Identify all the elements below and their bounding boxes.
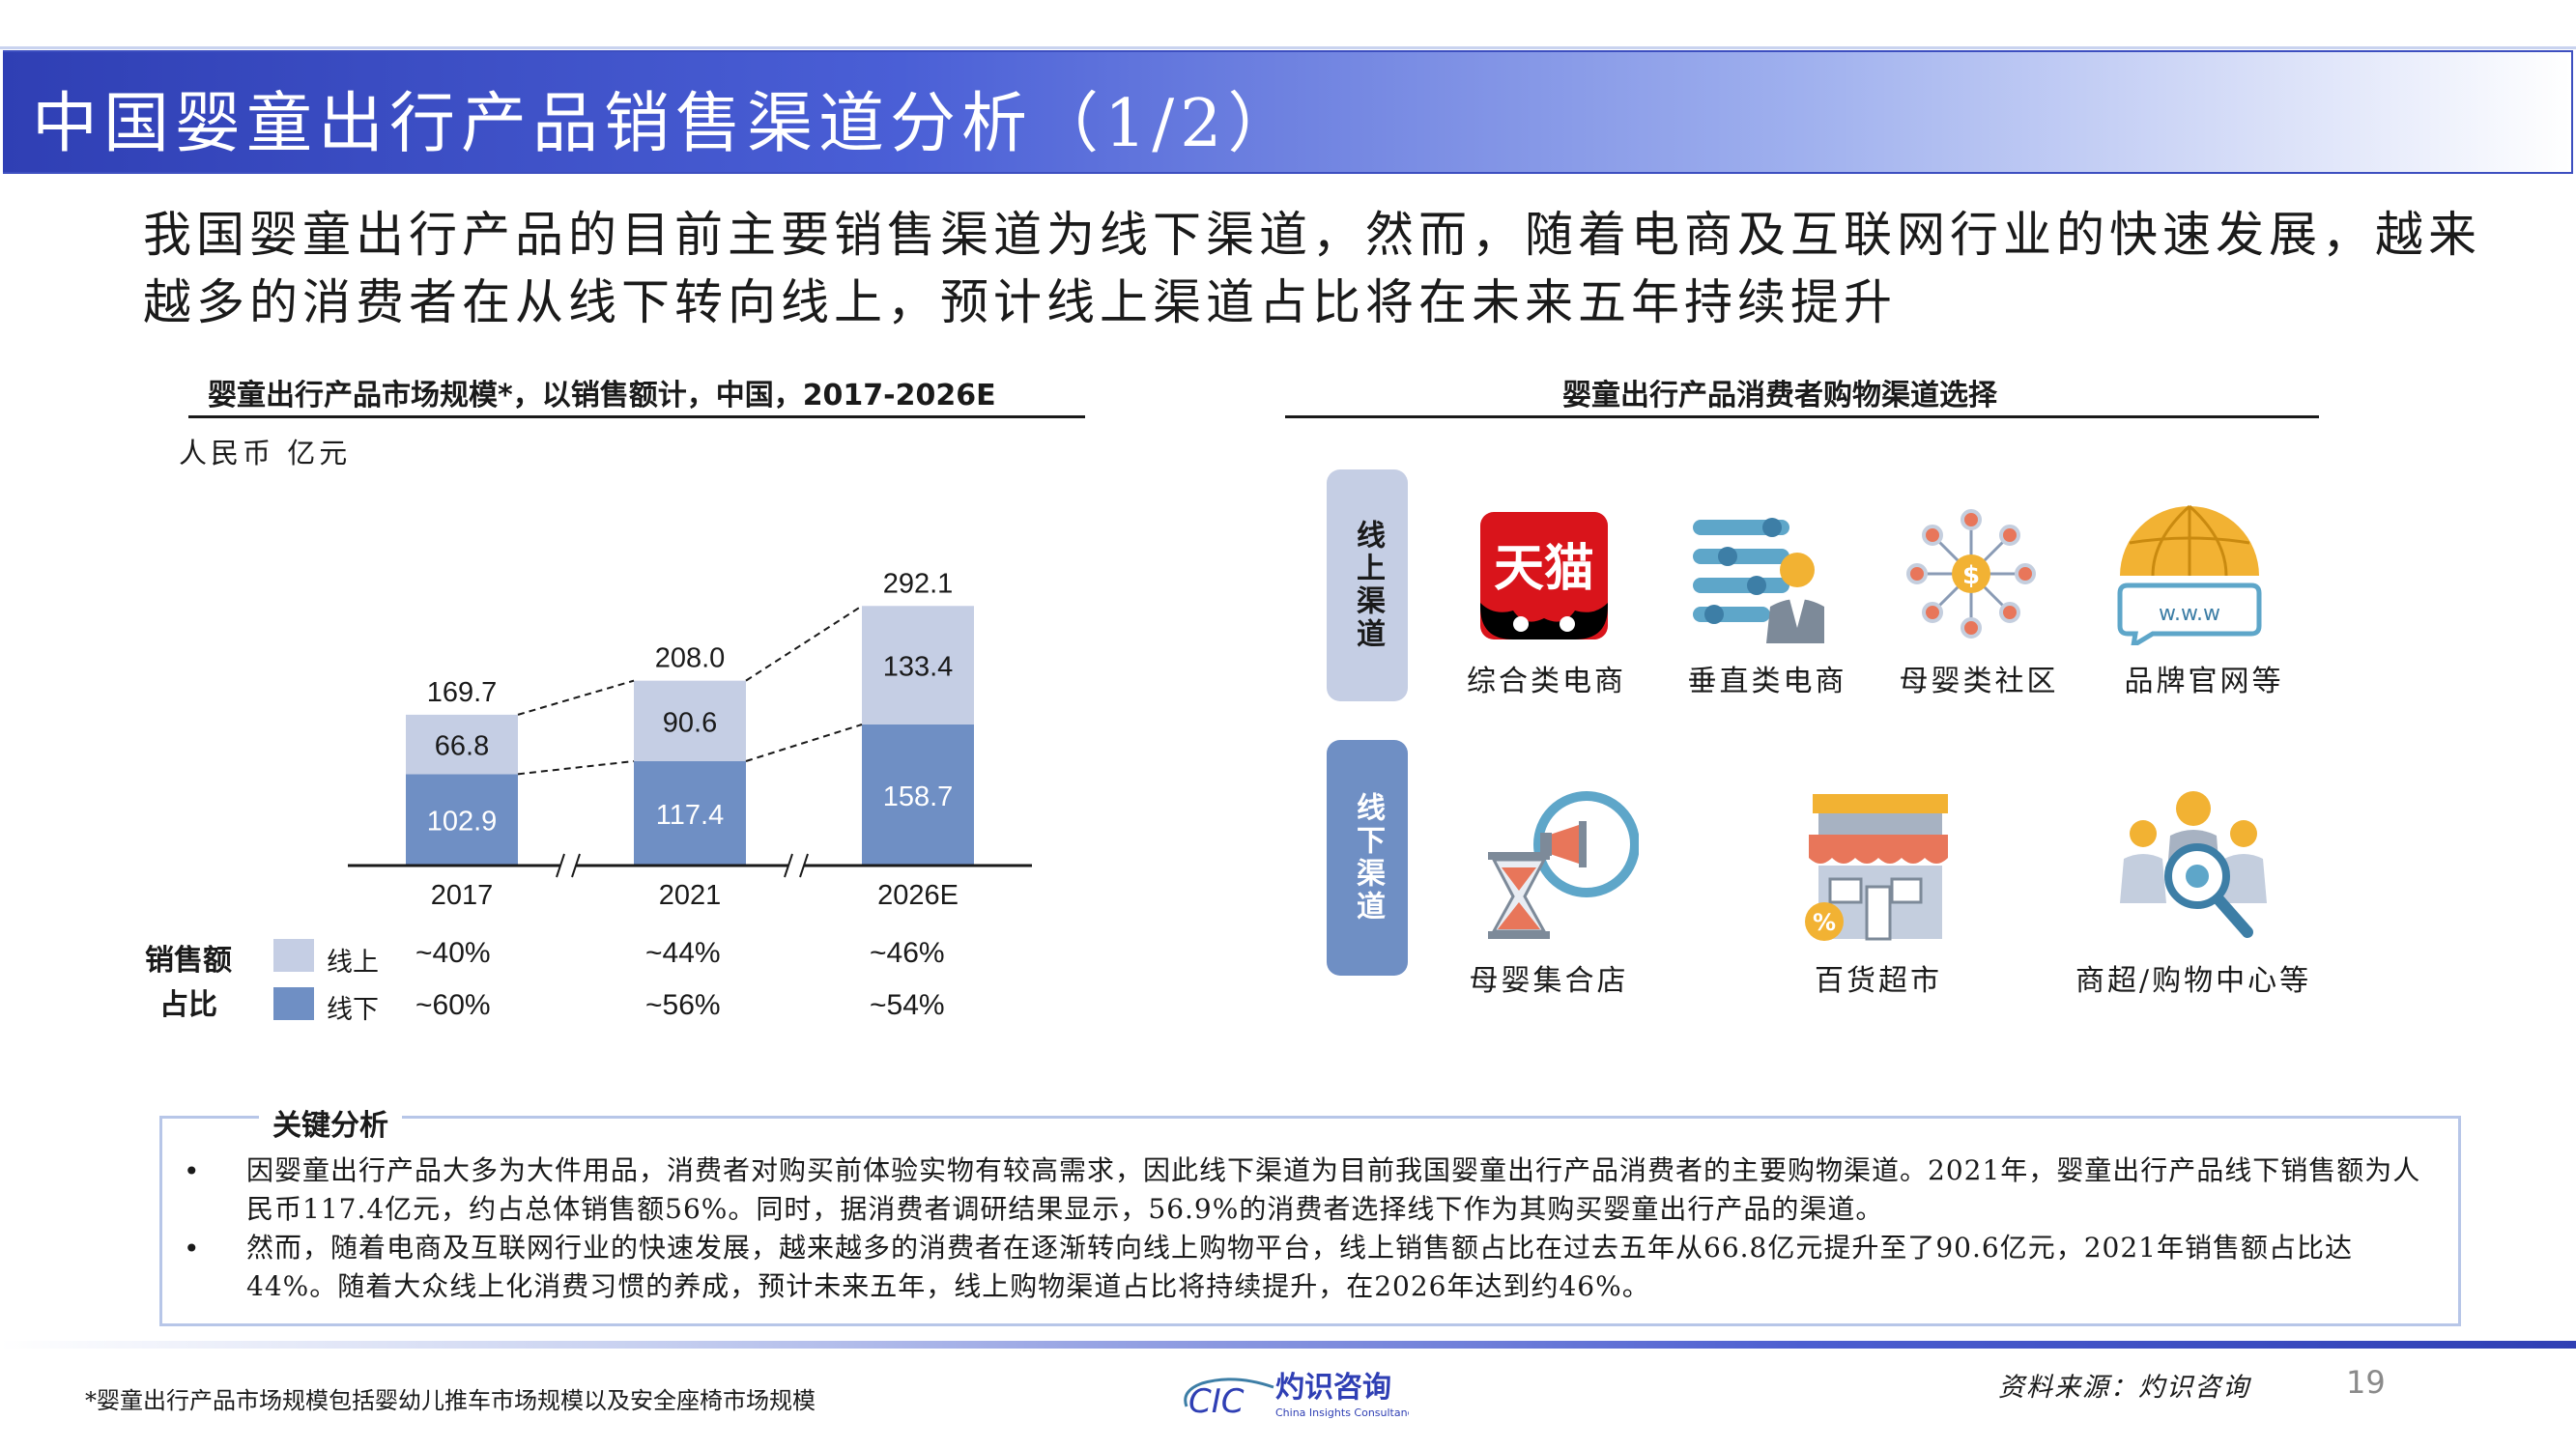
connector-split-0: [517, 759, 635, 776]
legend-offline-label: 线下: [327, 995, 379, 1025]
label-total-2026E: 292.1: [883, 568, 954, 599]
bar-online-2026E: [862, 606, 974, 724]
bar-offline-2021: [634, 760, 746, 866]
x-tick-2021: 2021: [659, 880, 722, 911]
chart-unit: 人民币 亿元: [179, 437, 352, 469]
top-divider: [0, 46, 2576, 49]
x-tick-2026E: 2026E: [877, 880, 959, 911]
label-offline-2017: 102.9: [427, 807, 498, 838]
axis-break-b-0: [571, 853, 581, 878]
share-label-line2: 占比: [159, 988, 217, 1022]
label-online-2017: 66.8: [435, 731, 489, 762]
offline-item-label-2: 百货超市: [1815, 964, 1942, 998]
page-title: 中国婴童出行产品销售渠道分析（1/2）: [32, 86, 1300, 162]
bar-online-2021: [634, 680, 746, 761]
logo-name: 灼识咨询: [1275, 1371, 1391, 1405]
title-bar: 中国婴童出行产品销售渠道分析（1/2）: [3, 50, 2573, 174]
shopping-people-icon: [2116, 787, 2271, 946]
offline-item-label-3: 商超/购物中心等: [2075, 964, 2312, 998]
page-number: 19: [2346, 1364, 2386, 1401]
community-network-icon: $: [1903, 506, 2039, 645]
x-tick-2017: 2017: [431, 880, 494, 911]
share-online-2026e: ~46%: [870, 937, 945, 969]
svg-text:$: $: [1962, 561, 1980, 590]
share-offline-2026e: ~54%: [870, 989, 945, 1021]
bullet-marker-2: •: [184, 1233, 200, 1264]
chart-title: 婴童出行产品市场规模*，以销售额计，中国，2017-2026E: [208, 379, 996, 412]
axis-break-gap-0: [560, 854, 576, 877]
online-item-label-2: 垂直类电商: [1687, 665, 1847, 698]
store-icon: %: [1803, 790, 1954, 949]
cic-logo: CIC 灼识咨询 China Insights Consultancy: [1177, 1368, 1420, 1426]
connector-total-0: [517, 679, 635, 716]
share-offline-2021: ~56%: [645, 989, 721, 1021]
bar-online-2017: [406, 714, 518, 775]
source-note: 资料来源：灼识咨询: [1998, 1373, 2250, 1403]
lead-paragraph: 我国婴童出行产品的目前主要销售渠道为线下渠道，然而，随着电商及互联网行业的快速发…: [143, 207, 2481, 330]
footnote: *婴童出行产品市场规模包括婴幼儿推车市场规模以及安全座椅市场规模: [85, 1387, 816, 1414]
axis-break-a-0: [556, 853, 565, 878]
key-analysis-title: 关键分析: [259, 1101, 402, 1144]
axis-break-gap-1: [788, 854, 804, 877]
tmall-logo-text: 天猫: [1494, 540, 1594, 598]
key-analysis-bullet-2: 然而，随着电商及互联网行业的快速发展，越来越多的消费者在逐渐转向线上购物平台，线…: [246, 1232, 2353, 1302]
key-analysis-bullet-1: 因婴童出行产品大多为大件用品，消费者对购买前体验实物有较高需求，因此线下渠道为目…: [246, 1154, 2421, 1225]
key-analysis-box: [159, 1116, 2461, 1326]
www-text: w.w.w: [2159, 602, 2220, 626]
tmall-logo-icon: 天猫: [1478, 510, 1610, 645]
share-offline-2017: ~60%: [415, 989, 491, 1021]
footer-bar: [0, 1341, 2576, 1349]
online-channel-pill: 线上渠道: [1327, 469, 1408, 701]
connector-total-1: [745, 605, 863, 682]
share-online-2017: ~40%: [415, 937, 491, 969]
chart-title-rule: [188, 415, 1085, 418]
label-online-2026E: 133.4: [883, 652, 954, 683]
label-total-2021: 208.0: [655, 643, 726, 674]
online-item-label-4: 品牌官网等: [2124, 665, 2284, 698]
bullet-marker-1: •: [184, 1155, 200, 1187]
website-globe-icon: w.w.w: [2114, 500, 2265, 650]
online-item-label-3: 母婴类社区: [1899, 665, 2059, 698]
bar-offline-2026E: [862, 724, 974, 866]
label-offline-2026E: 158.7: [883, 781, 954, 812]
hourglass-megaphone-icon: [1476, 790, 1640, 945]
share-label-line1: 销售额: [145, 944, 232, 978]
share-label: 销售额 占比: [140, 939, 237, 1028]
bar-offline-2017: [406, 774, 518, 866]
legend-offline-swatch: [273, 987, 314, 1020]
market-size-chart: 102.9 66.8 169.7 2017 117.4 90.6 208.0 2021 158.…: [348, 568, 1032, 911]
axis-break-b-1: [799, 853, 809, 878]
offline-item-label-1: 母婴集合店: [1469, 964, 1629, 998]
axis-break-a-1: [784, 853, 793, 878]
legend-online-swatch: [273, 939, 314, 972]
vertical-ecommerce-icon: [1689, 512, 1824, 647]
svg-text:%: %: [1813, 909, 1836, 936]
offline-channel-pill: 线下渠道: [1327, 740, 1408, 976]
online-item-label-1: 综合类电商: [1467, 665, 1626, 698]
label-total-2017: 169.7: [427, 677, 498, 708]
label-offline-2021: 117.4: [656, 800, 724, 831]
channel-section-title: 婴童出行产品消费者购物渠道选择: [1562, 379, 1997, 412]
channel-title-rule: [1285, 415, 2319, 418]
logo-english-name: China Insights Consultancy: [1275, 1406, 1409, 1419]
label-online-2021: 90.6: [663, 707, 717, 738]
logo-mark: CIC: [1188, 1382, 1245, 1421]
share-online-2021: ~44%: [645, 937, 721, 969]
legend-online-label: 线上: [327, 948, 379, 978]
connector-split-1: [745, 724, 863, 762]
